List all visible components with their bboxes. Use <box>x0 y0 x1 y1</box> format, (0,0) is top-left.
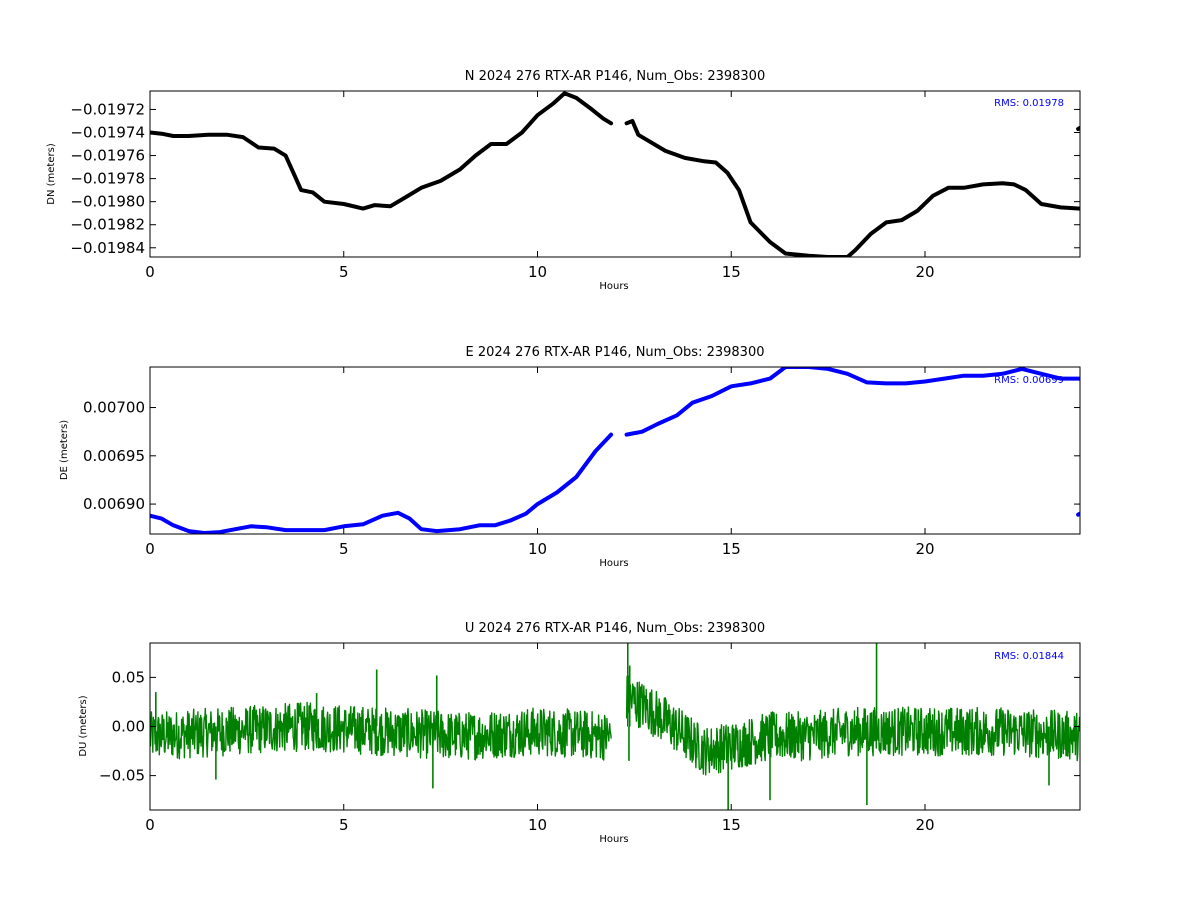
north-x-tick-label: 15 <box>722 263 741 281</box>
up-series-segment <box>625 675 1080 776</box>
north-x-tick-label: 0 <box>145 263 155 281</box>
up-x-tick-label: 10 <box>528 816 547 834</box>
north-x-tick-label: 10 <box>528 263 547 281</box>
up-y-tick-label: 0.00 <box>112 718 145 736</box>
east-y-tick-label: 0.00690 <box>83 495 145 513</box>
up-x-axis-label: Hours <box>599 834 628 845</box>
east-rms-annotation: RMS: 0.00699 <box>994 375 1064 386</box>
north-panel: N 2024 276 RTX-AR P146, Num_Obs: 2398300… <box>46 69 1081 292</box>
east-series-segment <box>150 432 614 534</box>
north-y-tick-label: −0.01980 <box>70 193 145 211</box>
north-y-tick-label: −0.01984 <box>70 239 145 257</box>
up-chart-title: U 2024 276 RTX-AR P146, Num_Obs: 2398300 <box>465 621 765 636</box>
up-x-tick-label: 20 <box>915 816 934 834</box>
north-y-tick-label: −0.01976 <box>70 147 145 165</box>
north-plot-area: 0 5 10 15 20 −0.01972 −0.01974 −0.01976 −0.01978… <box>70 91 1080 281</box>
up-y-axis-label: DU (meters) <box>78 695 89 756</box>
east-x-tick-label: 10 <box>528 540 547 558</box>
up-x-tick-label: 15 <box>722 816 741 834</box>
east-plot-area: 0 5 10 15 20 0.00700 0.00695 0.00690 <box>83 367 1080 558</box>
east-x-tick-label: 5 <box>339 540 349 558</box>
north-series-segment <box>150 91 614 211</box>
north-chart-title: N 2024 276 RTX-AR P146, Num_Obs: 2398300 <box>465 69 765 84</box>
east-chart-title: E 2024 276 RTX-AR P146, Num_Obs: 2398300 <box>466 345 765 360</box>
north-x-tick-label: 5 <box>339 263 349 281</box>
north-plot-frame <box>149 90 1081 258</box>
up-series-line <box>150 643 1080 810</box>
up-x-tick-label: 5 <box>339 816 349 834</box>
east-x-tick-label: 0 <box>145 540 155 558</box>
north-series-segment <box>624 119 1080 257</box>
north-x-tick-label: 20 <box>915 263 934 281</box>
north-y-tick-label: −0.01982 <box>70 216 145 234</box>
up-panel: U 2024 276 RTX-AR P146, Num_Obs: 2398300… <box>78 621 1081 845</box>
up-x-tick-label: 0 <box>145 816 155 834</box>
east-y-axis-label: DE (meters) <box>59 420 70 480</box>
north-y-tick-label: −0.01974 <box>70 124 145 142</box>
north-x-axis-label: Hours <box>599 281 628 292</box>
up-y-tick-label: 0.05 <box>112 668 145 686</box>
east-x-tick-label: 15 <box>722 540 741 558</box>
north-y-tick-label: −0.01972 <box>70 100 145 118</box>
north-rms-annotation: RMS: 0.01978 <box>994 98 1064 109</box>
up-plot-area: 0 5 10 15 20 0.05 0.00 −0.05 <box>99 643 1080 834</box>
east-series-segment <box>624 367 1080 437</box>
up-plot-frame <box>149 642 1081 811</box>
north-y-tick-label: −0.01978 <box>70 170 145 188</box>
north-y-axis-label: DN (meters) <box>46 143 57 205</box>
east-x-tick-label: 20 <box>915 540 934 558</box>
up-series-segment <box>150 701 612 761</box>
up-rms-annotation: RMS: 0.01844 <box>994 651 1064 662</box>
up-y-tick-label: −0.05 <box>99 767 145 785</box>
east-panel: E 2024 276 RTX-AR P146, Num_Obs: 2398300… <box>59 345 1081 569</box>
east-y-tick-label: 0.00695 <box>83 447 145 465</box>
east-y-tick-label: 0.00700 <box>83 399 145 417</box>
east-plot-frame <box>149 366 1081 535</box>
east-x-axis-label: Hours <box>599 558 628 569</box>
